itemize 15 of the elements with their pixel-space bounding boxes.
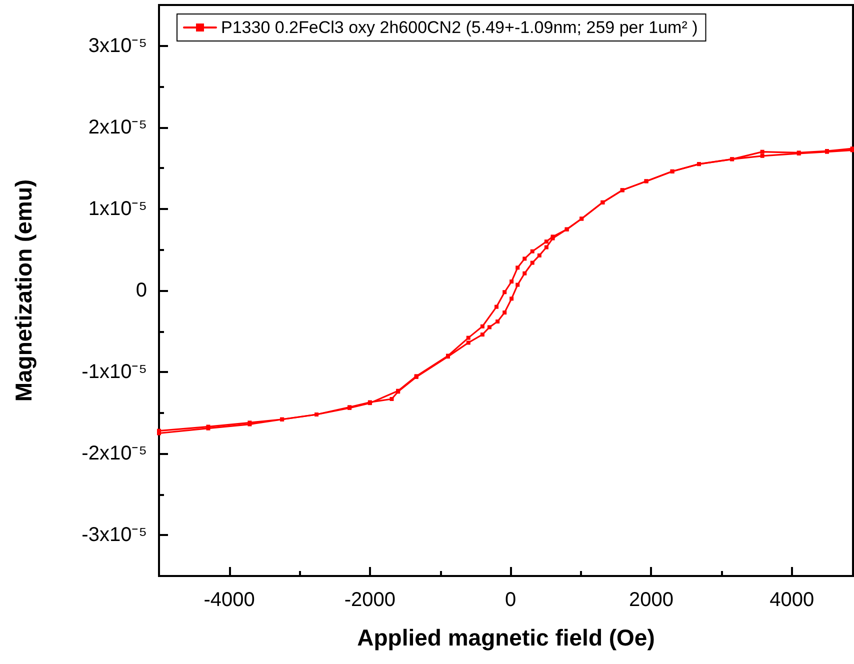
x-axis-title: Applied magnetic field (Oe): [357, 624, 655, 650]
y-axis-title: Magnetization (emu): [10, 179, 36, 402]
y-tick-label: 2x10⁻⁵: [88, 116, 147, 138]
y-tick-label: 1x10⁻⁵: [88, 198, 147, 220]
x-tick-label: 4000: [770, 589, 814, 611]
y-tick-label: 0: [136, 280, 147, 302]
y-tick-label: 3x10⁻⁵: [88, 34, 147, 57]
x-tick-label: -4000: [204, 589, 255, 611]
y-tick-label: -2x10⁻⁵: [82, 442, 147, 465]
x-tick-label: 2000: [628, 589, 674, 611]
y-tick-label: -3x10⁻⁵: [82, 524, 147, 546]
x-tick-label: 0: [505, 589, 516, 611]
y-tick-label: -1x10⁻⁵: [82, 361, 147, 384]
x-tick-label: -2000: [344, 589, 396, 611]
legend-label: P1330 0.2FeCl3 oxy 2h600CN2 (5.49+-1.09nm; 259 per 1um² ): [221, 18, 698, 37]
